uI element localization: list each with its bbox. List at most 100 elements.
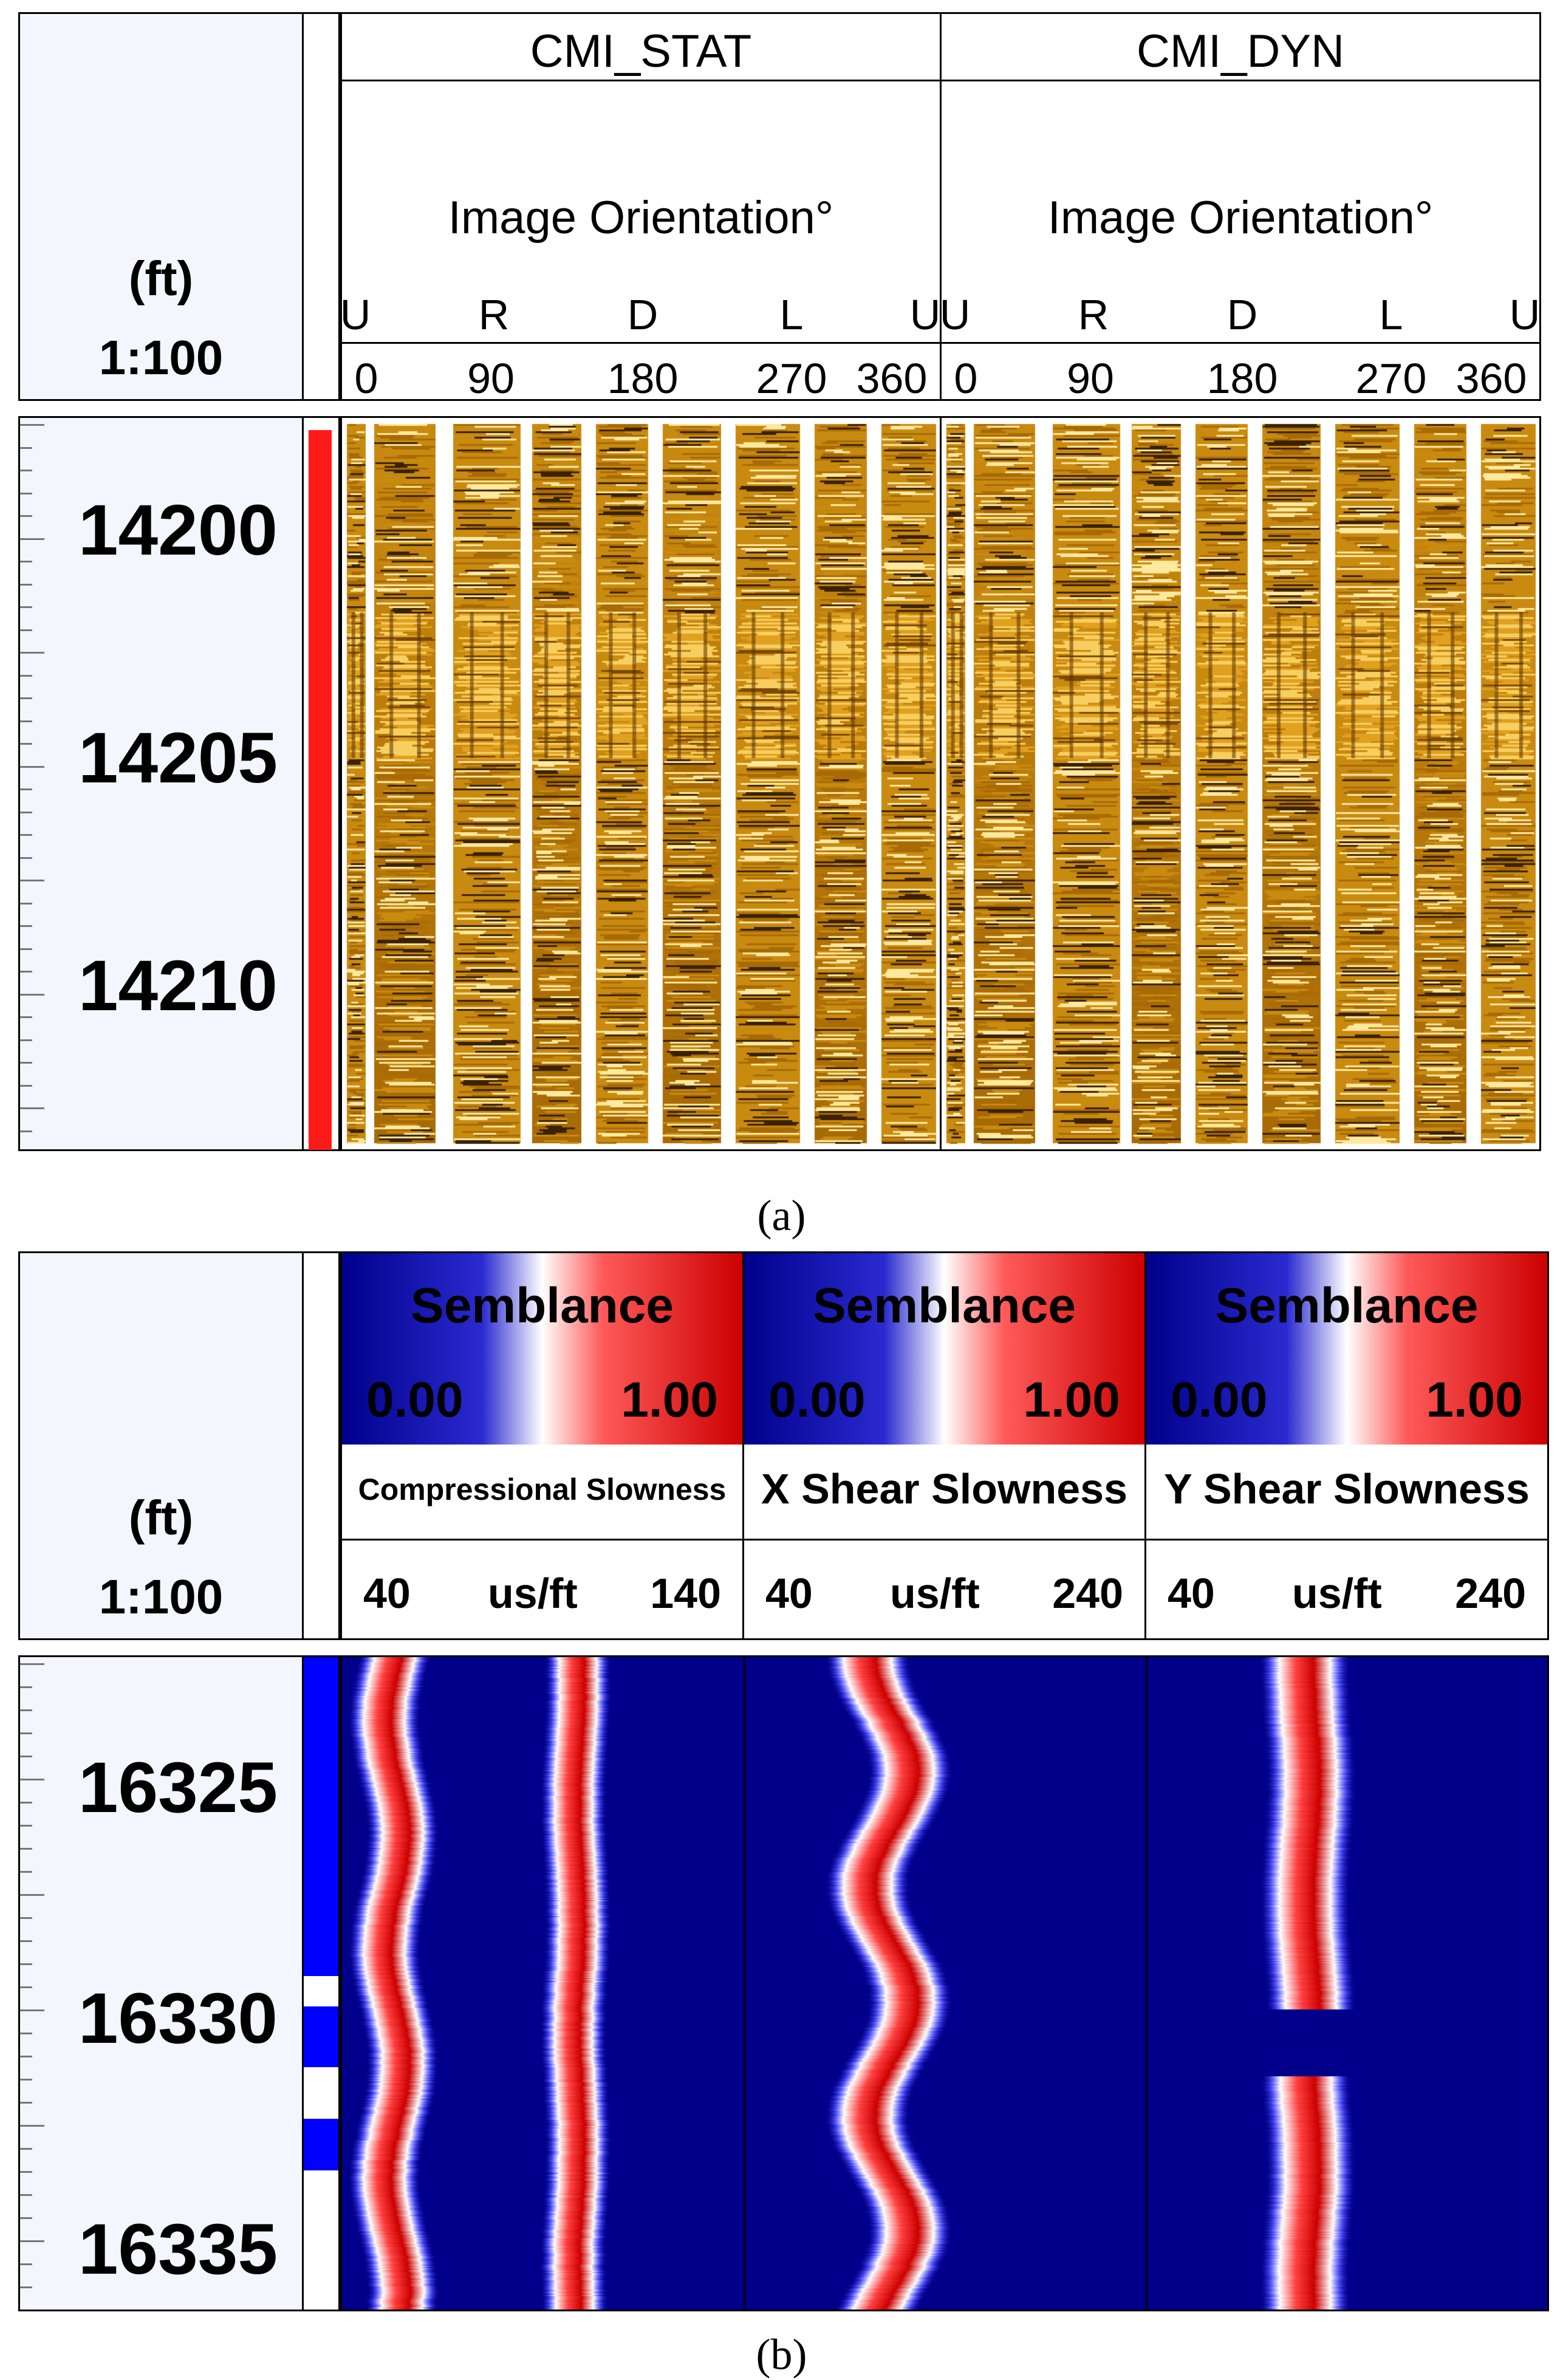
compressional-header: Semblance 0.00 1.00 Compressional Slowne… xyxy=(340,1251,744,1640)
deg-label: 180 xyxy=(607,355,679,402)
depth-tick xyxy=(20,2033,32,2034)
flag-bar xyxy=(309,430,332,1150)
depth-tick xyxy=(20,2079,32,2081)
depth-tick xyxy=(20,2240,44,2242)
caption-b: (b) xyxy=(756,2330,807,2379)
scale-min: 40 xyxy=(765,1570,813,1617)
depth-tick xyxy=(20,1663,44,1665)
depth-tick xyxy=(20,1917,32,1919)
depth-tick xyxy=(20,1732,32,1734)
semblance-max: 1.00 xyxy=(1426,1372,1523,1428)
semblance-images xyxy=(340,1655,1549,2311)
depth-tick xyxy=(20,788,32,790)
depth-unit: (ft) xyxy=(128,251,194,306)
cmi-dyn-image xyxy=(940,416,1541,1151)
depth-tick xyxy=(20,1894,44,1896)
dir-label: L xyxy=(779,291,804,338)
semblance-colorbar xyxy=(1146,1350,1547,1445)
dir-label: R xyxy=(478,291,510,338)
depth-label: 16330 xyxy=(78,1978,278,2059)
track-subtitle: Image Orientation° xyxy=(1047,192,1434,244)
depth-tick xyxy=(20,2263,32,2265)
depth-tick xyxy=(20,948,32,950)
depth-tick xyxy=(20,629,32,631)
track-title: CMI_STAT xyxy=(530,26,752,77)
depth-tick xyxy=(20,902,32,904)
semblance-colorbar xyxy=(342,1350,742,1445)
depth-tick xyxy=(20,492,32,494)
flag-block xyxy=(304,1657,338,1976)
depth-tick xyxy=(20,697,32,699)
cmi-stat-canvas xyxy=(342,418,940,1149)
semblance-title: Semblance xyxy=(813,1278,1076,1333)
flag-track xyxy=(304,416,340,1151)
depth-tick xyxy=(20,1107,44,1109)
scale-unit: us/ft xyxy=(890,1570,980,1617)
semblance-colorbar xyxy=(744,1350,1144,1445)
deg-label: 180 xyxy=(1206,355,1278,402)
depth-tick xyxy=(20,470,32,471)
deg-label: 270 xyxy=(756,355,827,402)
depth-tick xyxy=(20,811,32,813)
flag-header xyxy=(304,12,340,401)
curve-name: Compressional Slowness xyxy=(358,1472,727,1506)
depth-tick xyxy=(20,765,44,768)
depth-tick xyxy=(20,1756,32,1757)
track-title: CMI_DYN xyxy=(1136,26,1345,77)
dir-label: L xyxy=(1379,291,1403,338)
depth-tick xyxy=(20,583,32,586)
depth-tick xyxy=(20,674,32,677)
deg-label: 270 xyxy=(1355,355,1427,402)
depth-tick xyxy=(20,1039,32,1041)
depth-tick xyxy=(20,1779,44,1780)
semblance-title: Semblance xyxy=(1215,1278,1479,1333)
semblance-max: 1.00 xyxy=(1023,1372,1120,1428)
dir-label: U xyxy=(939,291,971,338)
semblance-min: 0.00 xyxy=(768,1372,866,1428)
depth-tick xyxy=(20,2102,32,2104)
semblance-max: 1.00 xyxy=(621,1372,718,1428)
panel-a-image-log: (ft) 1:100 CMI_STAT Image Orientation° U… xyxy=(18,12,1549,1185)
depth-tick xyxy=(20,834,32,836)
caption-a: (a) xyxy=(757,1191,806,1240)
depth-tick xyxy=(20,538,44,540)
scale-min: 40 xyxy=(1168,1570,1215,1617)
depth-tick xyxy=(20,1963,32,1965)
depth-unit: (ft) xyxy=(128,1491,194,1545)
depth-tick xyxy=(20,652,44,654)
depth-tick xyxy=(20,561,32,563)
depth-tick xyxy=(20,446,32,449)
depth-tick xyxy=(20,2009,44,2011)
depth-tick xyxy=(20,1802,32,1804)
depth-tick xyxy=(20,2148,32,2150)
scale-max: 240 xyxy=(1455,1570,1526,1617)
depth-tick xyxy=(20,2286,32,2288)
dir-label: D xyxy=(1226,291,1258,338)
scale-unit: us/ft xyxy=(488,1570,578,1617)
depth-tick xyxy=(20,1986,32,1988)
cmi-dyn-canvas xyxy=(942,418,1539,1149)
x-shear-header: Semblance 0.00 1.00 X Shear Slowness 40 … xyxy=(742,1251,1146,1640)
curve-name: Y Shear Slowness xyxy=(1164,1465,1530,1513)
depth-tick xyxy=(20,1871,32,1873)
depth-tick xyxy=(20,515,32,517)
depth-tick xyxy=(20,857,32,859)
semblance-colorbar-top xyxy=(744,1253,1144,1350)
depth-label: 16335 xyxy=(78,2209,278,2289)
y-shear-header: Semblance 0.00 1.00 Y Shear Slowness 40 … xyxy=(1144,1251,1549,1640)
deg-label: 360 xyxy=(1455,355,1527,402)
cmi-stat-header: CMI_STAT Image Orientation° U R D L U 0 … xyxy=(340,12,942,402)
deg-label: 90 xyxy=(1067,355,1114,402)
depth-tick xyxy=(20,1130,32,1132)
semblance-min: 0.00 xyxy=(1171,1372,1268,1428)
semblance-colorbar-top xyxy=(1146,1253,1547,1350)
flag-track xyxy=(304,1655,340,2311)
depth-tick xyxy=(20,743,32,745)
semblance-title: Semblance xyxy=(411,1278,674,1333)
depth-scale: 1:100 xyxy=(98,1570,224,1624)
depth-tick xyxy=(20,2056,32,2057)
depth-header: (ft) 1:100 xyxy=(18,12,304,401)
deg-label: 90 xyxy=(467,355,515,402)
deg-label: 0 xyxy=(354,355,378,402)
panel-b-semblance-log: (ft) 1:100 Semblance 0.00 1.00 Compressi… xyxy=(18,1251,1549,2320)
